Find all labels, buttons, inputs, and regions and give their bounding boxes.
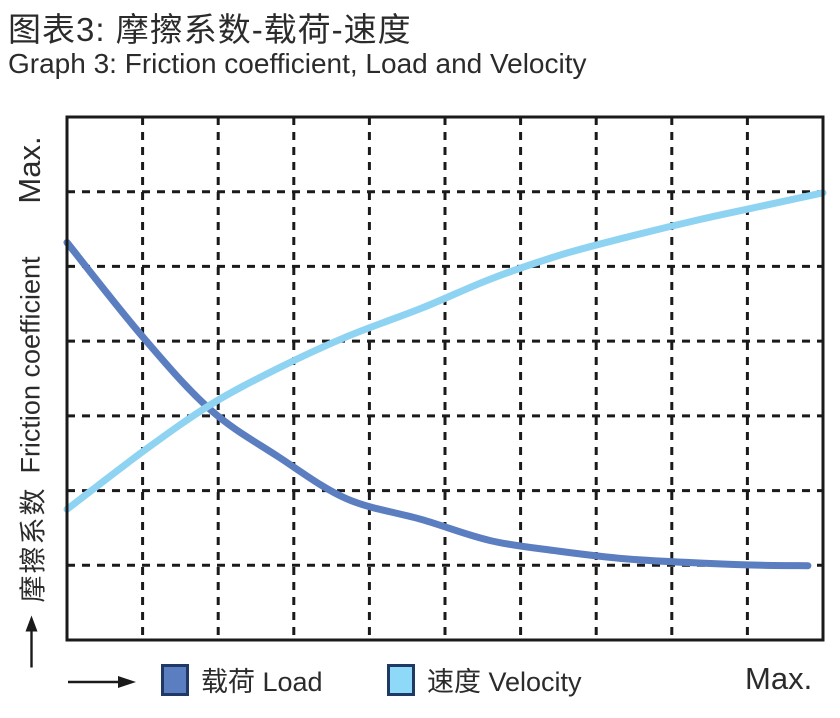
page-title-zh: 图表3: 摩擦系数-载荷-速度: [8, 11, 412, 48]
y-axis-label: 摩擦系数 Friction coefficient: [12, 256, 51, 668]
x-axis-arrow-icon: [68, 676, 136, 688]
plot-border: [65, 115, 825, 642]
legend-label-load: 载荷 Load: [201, 667, 323, 697]
legend-label-velocity: 速度 Velocity: [427, 667, 582, 697]
curves: [63, 189, 827, 570]
curve-velocity: [63, 189, 827, 513]
legend-item-load: 载荷 Load: [161, 660, 323, 699]
load-color-swatch: [161, 663, 189, 696]
page-title-en: Graph 3: Friction coefficient, Load and …: [8, 48, 587, 79]
velocity-color-swatch: [387, 663, 415, 696]
curve-load: [63, 239, 812, 570]
y-axis-arrow-icon: [25, 615, 37, 668]
x-axis-max-label: Max.: [745, 661, 813, 696]
legend-item-velocity: 速度 Velocity: [387, 660, 582, 699]
